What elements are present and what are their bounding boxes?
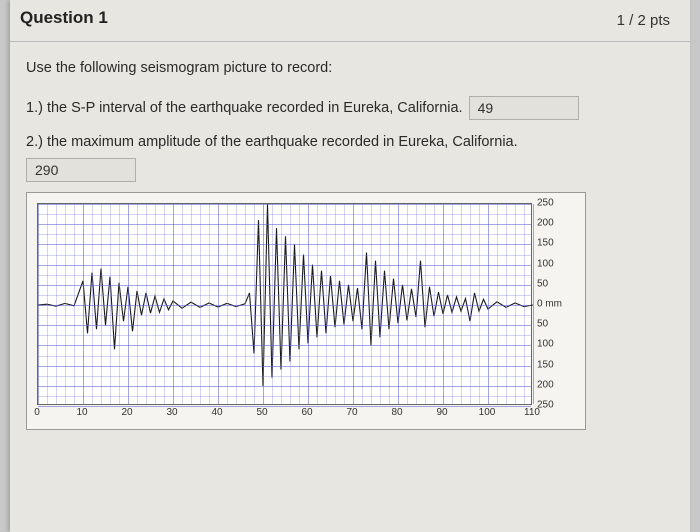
y-tick-label: 200 xyxy=(537,218,554,229)
x-tick-label: 70 xyxy=(346,407,357,418)
x-tick-label: 90 xyxy=(436,407,447,418)
y-tick-label: 150 xyxy=(537,238,554,249)
question-2-text: 2.) the maximum amplitude of the earthqu… xyxy=(26,134,518,150)
x-tick-label: 50 xyxy=(256,407,267,418)
x-tick-label: 10 xyxy=(76,407,87,418)
x-tick-label: 100 xyxy=(479,407,496,418)
y-tick-label: 200 xyxy=(537,379,554,390)
question-page: Question 1 1 / 2 pts Use the following s… xyxy=(10,0,690,532)
plot-area xyxy=(37,203,532,405)
y-tick-label: 100 xyxy=(537,339,554,350)
question-1-text: 1.) the S-P interval of the earthquake r… xyxy=(26,100,463,116)
seismogram-container: 0102030405060708090100110 25020015010050… xyxy=(26,192,586,430)
y-tick-label: 250 xyxy=(537,198,554,209)
y-tick-label: 50 xyxy=(537,319,548,330)
answer-2-row: 290 xyxy=(26,158,674,182)
x-tick-label: 80 xyxy=(391,407,402,418)
question-title: Question 1 xyxy=(20,8,108,28)
answer-input-2[interactable]: 290 xyxy=(26,158,136,182)
question-content: Use the following seismogram picture to … xyxy=(10,42,690,440)
x-tick-label: 30 xyxy=(166,407,177,418)
question-header: Question 1 1 / 2 pts xyxy=(10,0,690,42)
seismogram-chart: 0102030405060708090100110 25020015010050… xyxy=(37,203,577,423)
y-tick-label: 150 xyxy=(537,359,554,370)
y-tick-label: 50 xyxy=(537,278,548,289)
x-tick-label: 60 xyxy=(301,407,312,418)
question-2-row: 2.) the maximum amplitude of the earthqu… xyxy=(26,134,674,150)
x-tick-label: 0 xyxy=(34,407,40,418)
points-indicator: 1 / 2 pts xyxy=(617,12,670,29)
y-tick-label: 0 mm xyxy=(537,299,562,310)
answer-input-1[interactable]: 49 xyxy=(469,96,579,120)
instruction-text: Use the following seismogram picture to … xyxy=(26,60,674,76)
question-1-row: 1.) the S-P interval of the earthquake r… xyxy=(26,96,674,120)
y-tick-label: 100 xyxy=(537,258,554,269)
x-tick-label: 40 xyxy=(211,407,222,418)
y-tick-label: 250 xyxy=(537,400,554,411)
x-tick-label: 20 xyxy=(121,407,132,418)
